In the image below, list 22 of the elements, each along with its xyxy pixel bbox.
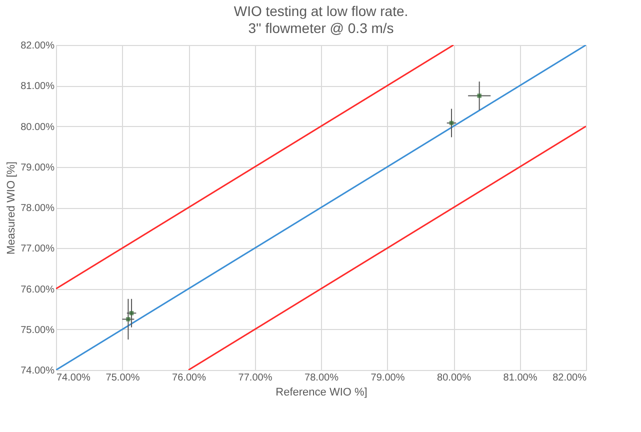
y-tick-label: 78.00% [20,203,55,214]
y-tick-label: 80.00% [20,122,55,133]
x-tick-label: 82.00% [552,372,587,384]
y-tick-label: 79.00% [20,162,55,174]
x-tick-label: 77.00% [238,372,272,384]
y-tick-label: 76.00% [20,284,55,296]
y-tick-label: 81.00% [20,81,55,92]
x-tick-label: 81.00% [503,372,538,384]
chart-title: WIO testing at low flow rate. [234,3,408,19]
x-tick-label: 80.00% [437,372,472,384]
y-tick-label: 75.00% [20,324,55,336]
y-tick-label: 74.00% [20,366,55,376]
x-axis-title: Reference WIO %] [276,386,368,398]
x-tick-label: 74.00% [56,372,91,384]
y-tick-label: 82.00% [20,40,55,52]
x-tick-label: 76.00% [172,372,206,384]
x-tick-label: 78.00% [304,372,339,384]
x-tick-label: 75.00% [106,372,140,384]
y-tick-label: 77.00% [20,244,55,255]
chart-subtitle: 3'' flowmeter @ 0.3 m/s [248,20,394,36]
x-tick-label: 79.00% [370,372,405,384]
y-axis-title: Measured WIO [%] [6,162,18,254]
